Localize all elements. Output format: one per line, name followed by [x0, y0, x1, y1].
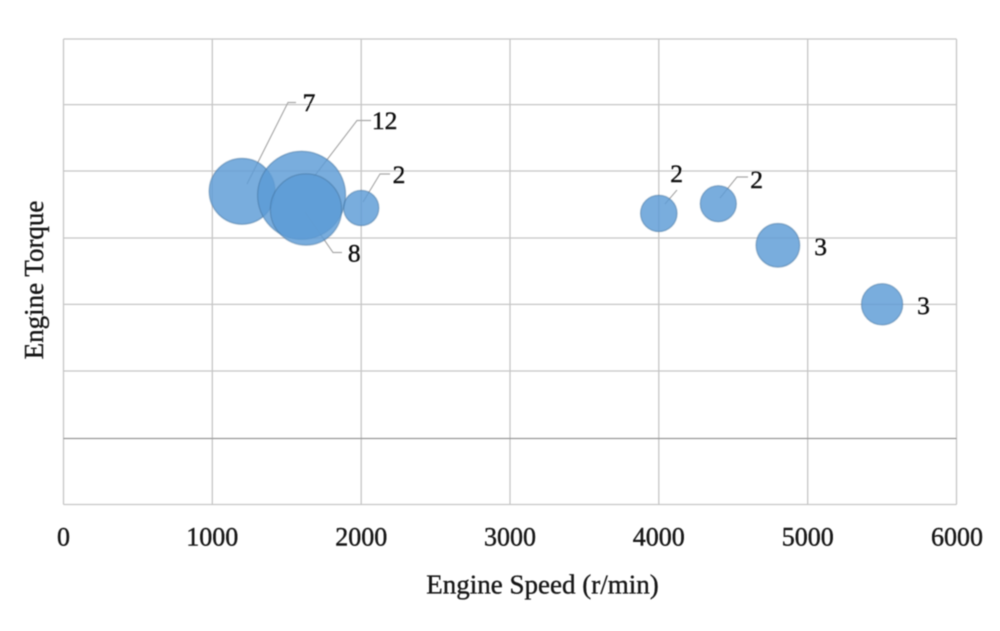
svg-text:2000: 2000	[335, 523, 387, 552]
svg-text:4000: 4000	[633, 523, 685, 552]
svg-text:12: 12	[372, 106, 398, 135]
svg-text:7: 7	[303, 88, 316, 117]
svg-text:1000: 1000	[186, 523, 238, 552]
svg-text:3000: 3000	[484, 523, 536, 552]
svg-text:Engine Speed (r/min): Engine Speed (r/min)	[426, 570, 658, 600]
svg-text:8: 8	[348, 239, 361, 268]
svg-text:5000: 5000	[782, 523, 834, 552]
svg-text:2: 2	[393, 160, 406, 189]
svg-text:2: 2	[750, 165, 763, 194]
svg-text:3: 3	[917, 291, 930, 320]
svg-text:0: 0	[57, 523, 70, 552]
svg-text:2: 2	[670, 159, 683, 188]
svg-text:3: 3	[814, 232, 827, 261]
svg-text:6000: 6000	[931, 523, 983, 552]
svg-text:Engine Torque: Engine Torque	[19, 201, 49, 360]
